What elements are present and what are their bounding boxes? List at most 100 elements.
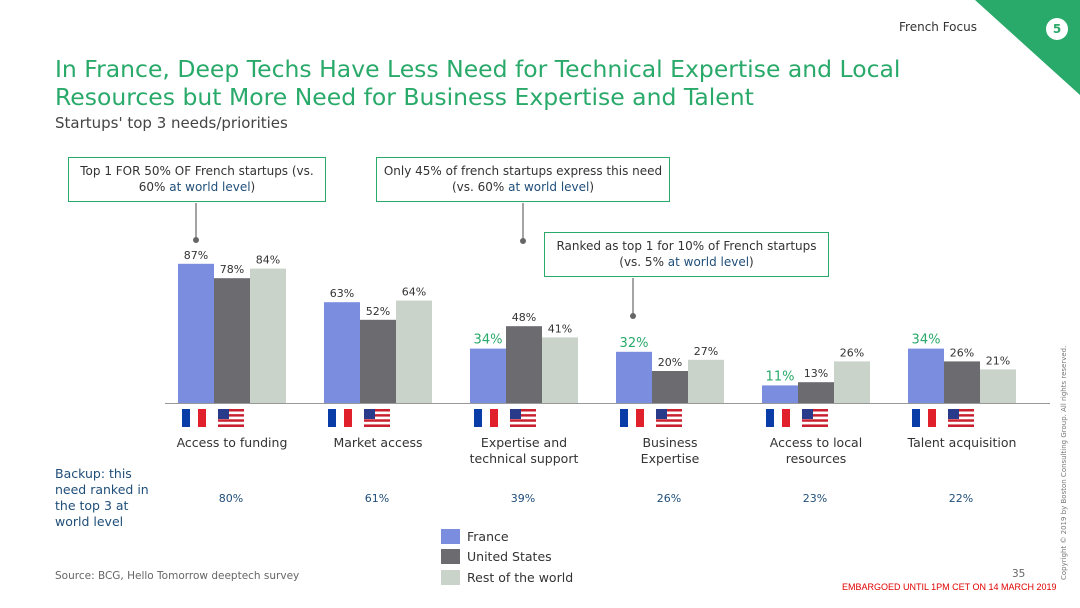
flag-us-stripe-2-1 [510, 411, 536, 415]
flag-us-stripe-3-3 [656, 416, 682, 420]
category-label-5-0: Talent acquisition [907, 435, 1017, 450]
callout-funding-pointer-dot [193, 237, 199, 243]
callout-expertise-pointer-dot [520, 238, 526, 244]
flag-us-stripe-3-6 [656, 424, 682, 427]
bar-france-5 [908, 348, 944, 403]
section-tag: French Focus [899, 20, 977, 34]
flag-us-stripe-5-0 [948, 409, 974, 412]
data-label-us-4: 13% [804, 367, 828, 380]
category-label-3-1: Expertise [641, 451, 700, 466]
flag-france-white-4 [774, 409, 782, 427]
flag-us-stripe-5-5 [948, 421, 974, 425]
flag-us-stripe-5-6 [948, 424, 974, 427]
callout-business-line1: Ranked as top 1 for 10% of French startu… [556, 239, 817, 253]
category-label-4-0: Access to local [770, 435, 862, 450]
flag-us-stripe-2-0 [510, 409, 536, 412]
legend-swatch-us [441, 549, 460, 565]
bar-row-3 [688, 359, 724, 403]
callout-expertise-line1: Only 45% of french startups express this… [383, 164, 663, 178]
flag-us-stripe-0-5 [218, 421, 244, 425]
legend-item-row: Rest of the world [441, 567, 573, 588]
flag-us-canton-5 [948, 409, 959, 419]
flag-france-white-0 [190, 409, 198, 427]
data-label-row-5: 21% [986, 354, 1010, 367]
bar-us-3 [652, 371, 688, 403]
bar-us-5 [944, 361, 980, 403]
backup-value-funding: 80% [218, 492, 244, 505]
legend: France United States Rest of the world [441, 526, 573, 588]
flag-us-stripe-1-1 [364, 411, 390, 415]
backup-value-business: 26% [656, 492, 682, 505]
backup-value-talent: 22% [948, 492, 974, 505]
flag-us-stripe-2-2 [510, 414, 536, 417]
flag-us-stripe-5-4 [948, 419, 974, 422]
bar-us-0 [214, 278, 250, 403]
category-label-2-1: technical support [470, 451, 579, 466]
bar-france-4 [762, 385, 798, 403]
flag-us-stripe-1-3 [364, 416, 390, 420]
callout-funding-line2: 60% at world level) [138, 180, 256, 194]
flag-france-white-5 [920, 409, 928, 427]
flag-france-red-2 [490, 409, 498, 427]
bar-us-2 [506, 326, 542, 403]
data-label-row-1: 64% [402, 286, 426, 299]
backup-label: Backup: this need ranked in the top 3 at… [55, 466, 149, 529]
flag-us-stripe-4-5 [802, 421, 828, 425]
bar-row-0 [250, 268, 286, 403]
data-label-france-0: 87% [184, 249, 208, 262]
flag-us-stripe-2-4 [510, 419, 536, 422]
flag-us-stripe-2-5 [510, 421, 536, 425]
flag-us-stripe-1-4 [364, 419, 390, 422]
data-label-france-5: 34% [912, 333, 941, 348]
flag-us-stripe-4-3 [802, 416, 828, 420]
flag-us-stripe-5-3 [948, 416, 974, 420]
bar-row-1 [396, 300, 432, 403]
source-note: Source: BCG, Hello Tomorrow deeptech sur… [55, 570, 300, 582]
flag-us-stripe-3-2 [656, 414, 682, 417]
category-label-2-0: Expertise and [481, 435, 567, 450]
flag-us-canton-3 [656, 409, 667, 419]
backup-value-market: 61% [364, 492, 390, 505]
flag-us-stripe-4-2 [802, 414, 828, 417]
page-subtitle: Startups' top 3 needs/priorities [55, 114, 288, 132]
category-label-0-0: Access to funding [177, 435, 288, 450]
flag-us-stripe-2-6 [510, 424, 536, 427]
flag-us-stripe-1-5 [364, 421, 390, 425]
bar-us-4 [798, 382, 834, 403]
data-label-france-2: 34% [474, 333, 503, 348]
bar-row-2 [542, 337, 578, 403]
flag-us-stripe-3-5 [656, 421, 682, 425]
flag-france-white-1 [336, 409, 344, 427]
flag-us-stripe-0-6 [218, 424, 244, 427]
flag-france-red-1 [344, 409, 352, 427]
flag-us-stripe-0-4 [218, 419, 244, 422]
flag-france-white-3 [628, 409, 636, 427]
flag-france-red-3 [636, 409, 644, 427]
flag-us-stripe-4-1 [802, 411, 828, 415]
flag-us-stripe-4-0 [802, 409, 828, 412]
bar-row-4 [834, 361, 870, 403]
flag-us-stripe-5-2 [948, 414, 974, 417]
bar-france-0 [178, 263, 214, 403]
legend-swatch-row [441, 569, 460, 585]
flag-us-stripe-2-3 [510, 416, 536, 420]
flag-us-stripe-1-0 [364, 409, 390, 412]
data-label-france-1: 63% [330, 287, 354, 300]
flag-us-canton-1 [364, 409, 375, 419]
callout-business: Ranked as top 1 for 10% of French startu… [544, 232, 829, 277]
embargo-notice: EMBARGOED UNTIL 1PM CET ON 14 MARCH 2019 [842, 582, 1057, 592]
flag-us-stripe-3-0 [656, 409, 682, 412]
data-label-row-2: 41% [548, 322, 572, 335]
category-label-1-0: Market access [333, 435, 422, 450]
callout-business-pointer-dot [630, 313, 636, 319]
legend-item-us: United States [441, 547, 573, 568]
data-label-row-3: 27% [694, 345, 718, 358]
data-label-france-3: 32% [620, 336, 649, 351]
flag-us-stripe-0-2 [218, 414, 244, 417]
legend-swatch-france [441, 528, 460, 544]
data-label-us-3: 20% [658, 356, 682, 369]
callout-funding-line1: Top 1 FOR 50% OF French startups (vs. [80, 164, 314, 178]
flag-france-blue-1 [328, 409, 336, 427]
flag-us-stripe-0-0 [218, 409, 244, 412]
flag-france-blue-4 [766, 409, 774, 427]
